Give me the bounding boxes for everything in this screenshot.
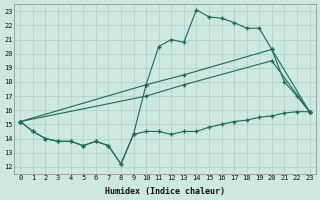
X-axis label: Humidex (Indice chaleur): Humidex (Indice chaleur) <box>105 187 225 196</box>
